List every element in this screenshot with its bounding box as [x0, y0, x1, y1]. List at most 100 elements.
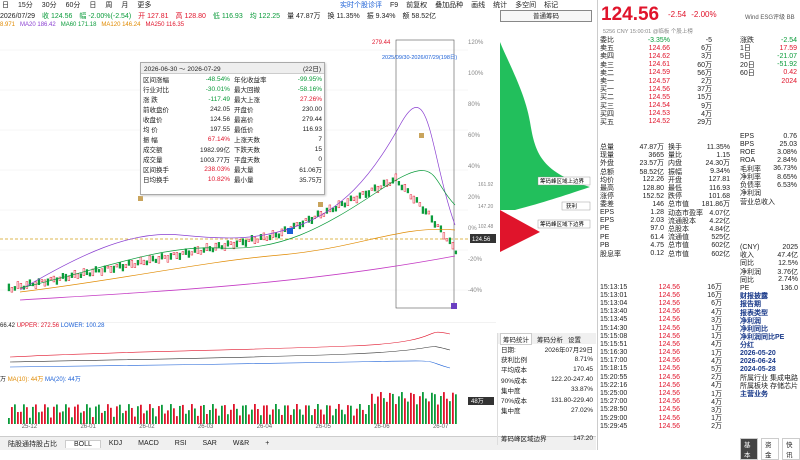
order-book-row[interactable]: 卖一 124.57 2万 [600, 77, 715, 86]
tab-chip-settings[interactable]: 设置 [568, 336, 581, 344]
boll-panel[interactable] [0, 322, 496, 372]
tab-basic[interactable]: 基本 [740, 438, 758, 460]
tab-sar[interactable]: SAR [202, 440, 217, 447]
tab-hk-hold[interactable]: 陆股通持股占比 [8, 440, 57, 448]
candle [343, 202, 347, 208]
period-30m[interactable]: 30分 [41, 2, 57, 9]
tab-add[interactable]: + [265, 440, 270, 447]
chip-stat-row: 集中度 27.02% [498, 405, 596, 416]
chip-stat-row: 平均成本 170.45 [498, 364, 596, 375]
volume-chart[interactable]: 48万 [0, 380, 496, 424]
stat-cell: 总额 [600, 168, 614, 176]
tool-stats[interactable]: 统计 [493, 2, 508, 9]
tab-news[interactable]: 快讯 [782, 438, 800, 460]
order-book-row[interactable]: 买一 124.56 37万 [600, 85, 715, 94]
chip-mode-select[interactable]: 普通筹码 [500, 10, 592, 22]
selection-range[interactable] [395, 39, 455, 309]
candle [208, 246, 212, 252]
axis-tick: -40% [468, 288, 483, 294]
fin-value: 0.76 [783, 132, 797, 140]
order-book-row[interactable]: 卖二 124.59 56万 [600, 69, 715, 77]
volume-bar [395, 404, 397, 424]
volume-bar [74, 406, 76, 424]
tool-adjust[interactable]: 前复权 [406, 2, 428, 9]
tab-boll[interactable]: BOLL [65, 439, 101, 448]
period-15m[interactable]: 15分 [18, 2, 33, 9]
volume-bar [326, 405, 328, 424]
range-stats-popup[interactable]: 2026-06-30 ～ 2026-07-29 (22日) 区间涨幅 -48.54… [140, 62, 325, 195]
order-book-row[interactable]: 卖五 124.66 6万 [600, 44, 715, 53]
order-book-row[interactable]: 买二 124.55 15万 [600, 93, 715, 102]
volume-bar [50, 417, 52, 424]
popup-cell: 67.14% [207, 135, 230, 143]
stat-cell: PE [600, 225, 610, 233]
candle [364, 190, 368, 198]
volume-bar [179, 405, 181, 424]
chip-profit-label: 获利 [566, 202, 577, 210]
stat-cell: 内盘 [668, 160, 682, 168]
book-label: 买三 [600, 102, 614, 110]
volume-bar [353, 415, 355, 424]
period-toolbar: 日 15分 30分 60分 日 周 月 更多 [0, 0, 596, 10]
marker-blue[interactable] [287, 228, 293, 234]
book-volume: -5 [705, 36, 712, 44]
volume-bar [416, 404, 418, 424]
date-tick: 25-12 [21, 424, 38, 430]
tab-macd[interactable]: MACD [138, 440, 159, 447]
candle [34, 281, 38, 289]
tool-draw[interactable]: 画线 [471, 2, 486, 9]
order-book-row[interactable]: 买四 124.53 4万 [600, 110, 715, 118]
candle [172, 252, 176, 256]
tick-time: 15:16:30 [600, 349, 628, 357]
return-value: -2.54 [781, 36, 797, 44]
candle [451, 242, 455, 250]
order-book-row[interactable]: 买五 124.52 29万 [600, 118, 715, 126]
period-daily[interactable]: 日 [89, 2, 97, 9]
tab-chip-analysis[interactable]: 筹码分析 [537, 336, 563, 344]
order-book-row[interactable]: 卖四 124.62 3万 [600, 52, 715, 61]
tick-row: 15:17:00 124.56 4万 [600, 357, 737, 365]
popup-cell: -99.95% [297, 75, 322, 83]
ma250-line [19, 255, 456, 301]
order-book-row[interactable]: 卖三 124.61 60万 [600, 61, 715, 69]
marker-tan-3[interactable] [419, 133, 424, 138]
period-day[interactable]: 日 [2, 2, 9, 9]
tab-kdj[interactable]: KDJ [108, 440, 123, 447]
marker-tan-2[interactable] [318, 202, 323, 207]
tab-rsi[interactable]: RSI [174, 440, 187, 447]
candle [424, 208, 428, 215]
period-month[interactable]: 月 [121, 2, 129, 9]
order-book-row[interactable]: 买三 124.54 9万 [600, 102, 715, 110]
tab-wr[interactable]: W&R [232, 440, 250, 447]
chip-distribution[interactable]: 筹码峰区域上边界 获利 筹码峰区域下边界 161.92 [500, 22, 595, 312]
volume-bar [227, 414, 229, 424]
esg-rating[interactable]: Wind ESG评级 BB [745, 15, 795, 21]
popup-cell: 242.05 [210, 105, 230, 113]
order-book-row[interactable]: 委比 -3.35% -5 [600, 36, 715, 45]
tool-multi[interactable]: 多空间 [515, 2, 537, 9]
tool-mark[interactable]: 标记 [544, 2, 559, 9]
candle [337, 200, 341, 209]
period-week[interactable]: 周 [105, 2, 113, 9]
tick-list[interactable]: 15:13:15 124.56 16万 15:13:01 124.56 16万 15:13:… [600, 283, 737, 431]
tick-price: 124.56 [658, 406, 680, 414]
tick-volume: 4万 [711, 357, 722, 365]
marker-purple[interactable] [451, 303, 457, 309]
tab-chip-stats[interactable]: 筹码统计 [500, 332, 532, 345]
tick-volume: 2万 [711, 423, 722, 431]
tab-funds[interactable]: 资金 [761, 438, 779, 460]
marker-tan-1[interactable] [138, 196, 143, 201]
candle [355, 195, 359, 204]
tool-overlay[interactable]: 叠加品种 [435, 2, 464, 9]
tick-price: 124.56 [658, 357, 680, 365]
volume-bar [254, 404, 256, 424]
period-60m[interactable]: 60分 [65, 2, 81, 9]
period-more[interactable]: 更多 [137, 2, 152, 9]
volume-bar [170, 404, 172, 424]
stat-cell: 总量 [600, 144, 614, 152]
popup-cell: 成交额 [143, 147, 163, 154]
tool-f9[interactable]: F9 [390, 1, 399, 9]
volume-bar [20, 411, 22, 424]
tool-diagnosis[interactable]: 实时个股诊评 [340, 2, 382, 9]
tick-price: 124.56 [658, 299, 680, 307]
